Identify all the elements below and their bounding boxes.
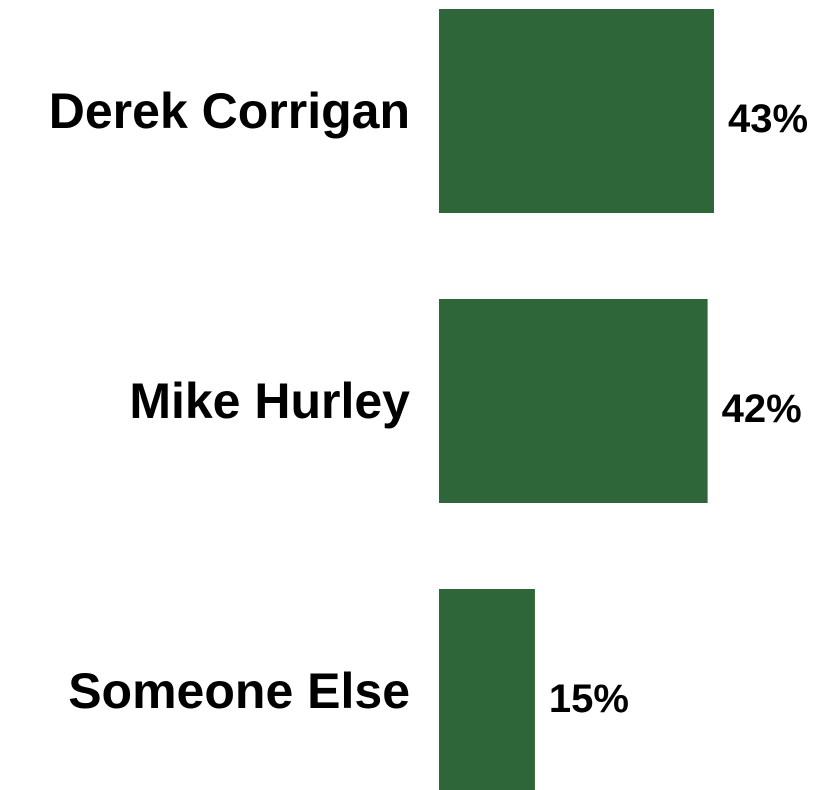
bar-someone-else bbox=[439, 589, 535, 790]
category-labels-layer: Derek Corrigan Mike Hurley Someone Else bbox=[49, 83, 410, 719]
category-label-derek-corrigan: Derek Corrigan bbox=[49, 83, 410, 139]
value-label-someone-else: 15% bbox=[549, 677, 629, 721]
value-label-mike-hurley: 42% bbox=[722, 387, 802, 431]
bar-derek-corrigan bbox=[439, 9, 714, 213]
bars-layer bbox=[439, 9, 714, 790]
value-label-derek-corrigan: 43% bbox=[728, 97, 808, 141]
bar-mike-hurley bbox=[439, 299, 708, 503]
category-label-someone-else: Someone Else bbox=[68, 663, 410, 719]
value-labels-layer: 43% 42% 15% bbox=[549, 97, 808, 721]
category-label-mike-hurley: Mike Hurley bbox=[129, 373, 410, 429]
